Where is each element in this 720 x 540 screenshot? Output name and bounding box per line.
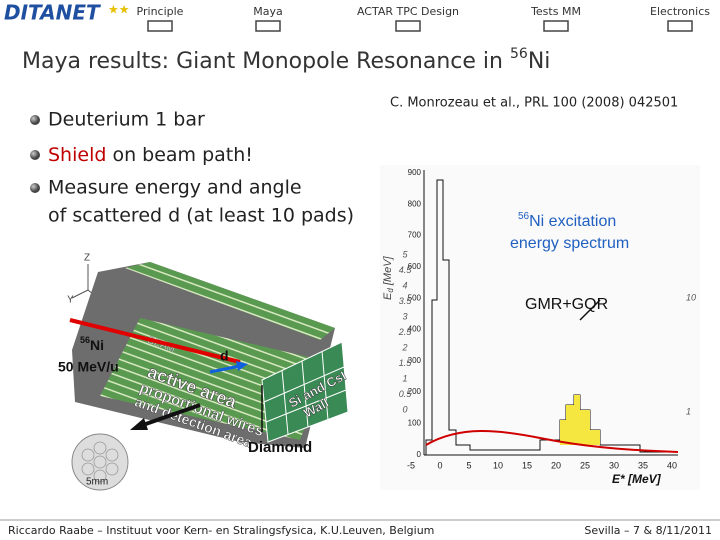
bullet-text: Deuterium 1 bar bbox=[48, 109, 205, 131]
nav-item[interactable]: Electronics bbox=[650, 5, 710, 32]
x-tick-label: 20 bbox=[551, 460, 561, 470]
detector-figure: Z Y X Si and CsI Wall BEAM active area p… bbox=[58, 253, 349, 491]
particle-arrow bbox=[209, 364, 241, 374]
pointer-arrow bbox=[139, 403, 201, 428]
x-tick-label: 10 bbox=[493, 460, 503, 470]
bullet-dot bbox=[30, 150, 40, 160]
nav-box[interactable] bbox=[147, 20, 173, 32]
bullet-dot bbox=[30, 183, 40, 193]
bullet-text: of scattered d (at least 10 pads) bbox=[48, 205, 354, 227]
pad-plane bbox=[71, 433, 129, 491]
footer-right: Sevilla – 7 & 8/11/2011 bbox=[584, 524, 712, 537]
energy-label: 50 MeV/u bbox=[58, 359, 119, 375]
nav-label[interactable]: Tests MM bbox=[530, 5, 581, 18]
axes bbox=[423, 170, 678, 456]
y-tick-label: 0 bbox=[417, 450, 422, 459]
y2-tick-label: 3.5 bbox=[399, 296, 413, 306]
y2-tick-label: 1 bbox=[402, 373, 407, 383]
x-tick-label: 5 bbox=[466, 460, 471, 470]
axis-label: Y bbox=[67, 295, 74, 306]
nav-label[interactable]: Principle bbox=[137, 5, 184, 18]
spectrum-figure: 56Ni excitation energy spectrum GMR+GQR … bbox=[380, 165, 700, 490]
nav-box[interactable] bbox=[667, 20, 693, 32]
nav-label[interactable]: Electronics bbox=[650, 5, 710, 18]
y2-tick-label: 3 bbox=[402, 311, 407, 321]
x-tick-label: 30 bbox=[609, 460, 619, 470]
nav-item[interactable]: ACTAR TPC Design bbox=[357, 5, 459, 32]
x-tick-label: 40 bbox=[667, 460, 677, 470]
x-tick-label: 35 bbox=[638, 460, 648, 470]
nav-item[interactable]: Tests MM bbox=[530, 5, 581, 32]
projectile-label: 56Ni bbox=[80, 335, 104, 352]
peak-pointer bbox=[579, 299, 601, 321]
bullet-list: Deuterium 1 bar Shield on beam path! Mea… bbox=[30, 109, 354, 227]
diamond-label: Diamond bbox=[248, 439, 312, 456]
nav-box[interactable] bbox=[255, 20, 281, 32]
bullet-dot bbox=[30, 115, 40, 125]
nav-item[interactable]: Principle bbox=[137, 5, 184, 32]
y-tick-label: 300 bbox=[408, 356, 422, 365]
x-tick-label: 0 bbox=[437, 460, 442, 470]
nav-label[interactable]: Maya bbox=[253, 5, 282, 18]
nav-box[interactable] bbox=[395, 20, 421, 32]
y2-tick-label: 2 bbox=[401, 342, 407, 352]
right-tick-label: 10 bbox=[686, 292, 696, 302]
y2-tick-label: 0 bbox=[402, 404, 407, 414]
axis bbox=[71, 289, 89, 299]
y2-tick-label: 2.5 bbox=[398, 327, 413, 337]
x-tick-label: -5 bbox=[407, 460, 415, 470]
x-tick-label: 25 bbox=[580, 460, 590, 470]
wall-grid bbox=[263, 350, 347, 435]
particle-label: d bbox=[220, 348, 229, 364]
x-tick-label: 15 bbox=[522, 460, 532, 470]
y2-tick-label: 5 bbox=[402, 249, 408, 259]
nav-box[interactable] bbox=[543, 20, 569, 32]
y-tick-label: 900 bbox=[408, 168, 422, 177]
right-tick-label: 1 bbox=[686, 406, 691, 416]
y-tick-label: 100 bbox=[408, 419, 422, 428]
background-curve bbox=[425, 430, 679, 453]
y2-tick-label: 0.5 bbox=[399, 389, 413, 399]
bullet-text: Shield on beam path! bbox=[48, 144, 253, 166]
arrow-head bbox=[130, 418, 148, 430]
slide-title: Maya results: Giant Monopole Resonance i… bbox=[22, 46, 550, 74]
peak-fill bbox=[560, 395, 600, 445]
bullet-text: Measure energy and angle bbox=[48, 177, 302, 199]
y-tick-label: 800 bbox=[408, 199, 422, 208]
arrow-head bbox=[236, 361, 248, 371]
nav-label[interactable]: ACTAR TPC Design bbox=[357, 5, 459, 18]
x-axis-label: E* [MeV] bbox=[612, 472, 662, 486]
y2-axis-label: Ed [MeV] bbox=[382, 255, 395, 300]
scale-label: 5mm bbox=[86, 477, 108, 488]
logo: DITANET bbox=[4, 1, 101, 25]
y2-tick-label: 4.5 bbox=[399, 265, 413, 275]
detector-top bbox=[125, 262, 335, 340]
y-tick-label: 400 bbox=[408, 325, 422, 334]
axis-label: Z bbox=[84, 253, 90, 264]
y-tick-label: 500 bbox=[408, 293, 422, 302]
beam-line bbox=[69, 318, 241, 364]
logo-stars: ★★ bbox=[108, 3, 130, 17]
y2-tick-label: 1.5 bbox=[399, 358, 413, 368]
spectrum-caption: 56Ni excitation bbox=[518, 211, 616, 231]
pad-hexes bbox=[81, 441, 119, 483]
y2-tick-label: 4 bbox=[402, 280, 407, 290]
y-tick-label: 200 bbox=[408, 387, 422, 396]
y-tick-label: 600 bbox=[408, 262, 422, 271]
nav-item[interactable]: Maya bbox=[253, 5, 283, 32]
footer-left: Riccardo Raabe – Instituut voor Kern- en… bbox=[8, 524, 434, 537]
peak-label: GMR+GQR bbox=[525, 296, 608, 313]
reference: C. Monrozeau et al., PRL 100 (2008) 0425… bbox=[390, 96, 678, 111]
spectrum-caption: energy spectrum bbox=[510, 235, 629, 252]
y-tick-label: 700 bbox=[408, 231, 422, 240]
figure-background bbox=[380, 165, 700, 490]
